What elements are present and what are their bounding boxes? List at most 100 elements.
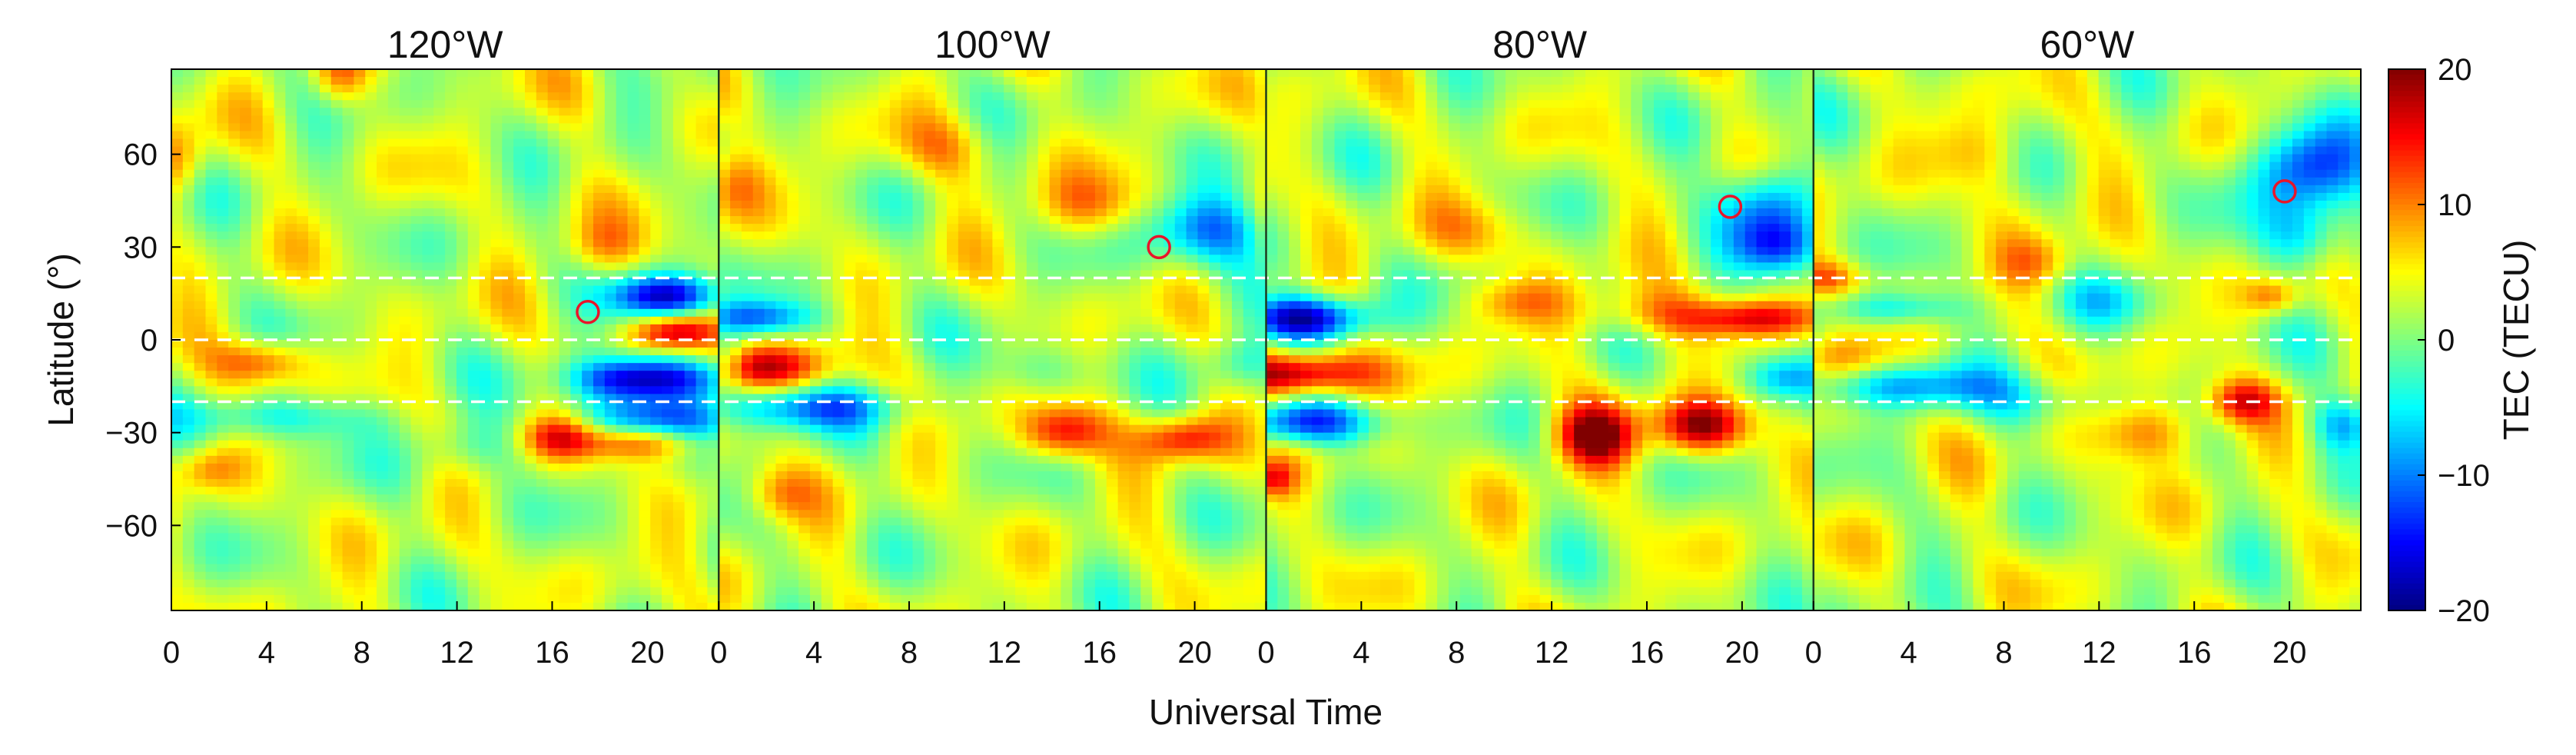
- heatmap-cell: [308, 123, 320, 132]
- heatmap-cell: [524, 394, 537, 403]
- heatmap-cell: [684, 192, 697, 201]
- heatmap-cell: [228, 579, 241, 588]
- heatmap-cell: [958, 138, 971, 148]
- heatmap-cell: [878, 316, 891, 325]
- heatmap-cell: [410, 517, 423, 527]
- heatmap-cell: [901, 533, 914, 542]
- heatmap-cell: [182, 270, 195, 279]
- heatmap-cell: [752, 301, 765, 310]
- heatmap-cell: [878, 340, 891, 348]
- heatmap-cell: [639, 177, 652, 186]
- heatmap-cell: [844, 208, 857, 217]
- heatmap-cell: [867, 394, 879, 403]
- heatmap-cell: [764, 463, 777, 472]
- heatmap-cell: [672, 216, 685, 225]
- heatmap-cell: [821, 556, 834, 565]
- heatmap-cell: [182, 510, 195, 519]
- heatmap-cell: [672, 278, 685, 287]
- heatmap-cell: [274, 138, 287, 148]
- heatmap-cell: [650, 115, 662, 125]
- heatmap-cell: [821, 154, 834, 163]
- heatmap-cell: [707, 154, 720, 163]
- heatmap-cell: [262, 239, 275, 248]
- heatmap-cell: [582, 69, 594, 78]
- heatmap-cell: [798, 564, 811, 573]
- heatmap-cell: [855, 200, 868, 209]
- heatmap-cell: [319, 69, 332, 78]
- heatmap-cell: [319, 479, 332, 487]
- heatmap-cell: [422, 525, 435, 534]
- heatmap-cell: [319, 401, 332, 411]
- heatmap-cell: [889, 556, 902, 565]
- heatmap-cell: [889, 587, 902, 596]
- heatmap-cell: [935, 502, 948, 511]
- heatmap-cell: [274, 231, 287, 241]
- heatmap-cell: [422, 371, 435, 380]
- heatmap-cell: [467, 401, 480, 411]
- heatmap-cell: [171, 471, 184, 480]
- heatmap-cell: [524, 517, 537, 527]
- heatmap-cell: [604, 463, 617, 472]
- heatmap-cell: [342, 123, 355, 132]
- heatmap-cell: [809, 177, 822, 186]
- heatmap-cell: [867, 348, 879, 356]
- heatmap-cell: [205, 239, 218, 248]
- heatmap-cell: [958, 247, 971, 256]
- heatmap-cell: [924, 525, 936, 534]
- heatmap-cell: [775, 169, 788, 178]
- heatmap-cell: [901, 401, 914, 411]
- heatmap-cell: [889, 378, 902, 387]
- heatmap-cell: [490, 471, 503, 480]
- heatmap-cell: [217, 455, 229, 464]
- heatmap-cell: [616, 146, 629, 155]
- heatmap-cell: [855, 324, 868, 333]
- heatmap-cell: [467, 355, 480, 364]
- heatmap-cell: [627, 548, 640, 557]
- heatmap-cell: [684, 154, 697, 163]
- heatmap-cell: [559, 177, 572, 186]
- heatmap-cell: [650, 154, 662, 163]
- heatmap-cell: [832, 548, 845, 557]
- heatmap-cell: [182, 278, 195, 287]
- heatmap-cell: [719, 540, 731, 550]
- heatmap-cell: [639, 169, 652, 178]
- heatmap-cell: [798, 432, 811, 441]
- heatmap-cell: [365, 108, 377, 117]
- heatmap-cell: [182, 131, 195, 140]
- heatmap-cell: [924, 285, 936, 294]
- heatmap-cell: [947, 517, 959, 527]
- heatmap-cell: [205, 316, 218, 325]
- heatmap-cell: [285, 440, 298, 449]
- heatmap-cell: [604, 100, 617, 109]
- heatmap-cell: [445, 409, 457, 418]
- heatmap-cell: [285, 371, 298, 380]
- heatmap-cell: [354, 108, 367, 117]
- heatmap-cell: [228, 254, 241, 264]
- heatmap-cell: [662, 69, 674, 78]
- heatmap-cell: [707, 224, 720, 232]
- heatmap-cell: [844, 579, 857, 588]
- heatmap-cell: [547, 77, 560, 85]
- heatmap-cell: [809, 324, 822, 333]
- heatmap-cell: [285, 564, 298, 573]
- heatmap-cell: [490, 239, 503, 248]
- heatmap-cell: [194, 301, 207, 310]
- heatmap-cell: [182, 394, 195, 403]
- heatmap-cell: [308, 540, 320, 550]
- heatmap-cell: [240, 447, 252, 457]
- heatmap-cell: [182, 331, 195, 341]
- heatmap-cell: [377, 401, 389, 411]
- heatmap-cell: [479, 161, 492, 171]
- heatmap-cell: [410, 502, 423, 511]
- heatmap-cell: [422, 177, 435, 186]
- heatmap-cell: [821, 146, 834, 155]
- heatmap-cell: [502, 301, 514, 310]
- heatmap-cell: [251, 494, 264, 503]
- heatmap-cell: [342, 594, 355, 604]
- heatmap-cell: [604, 363, 617, 372]
- heatmap-cell: [832, 594, 845, 604]
- heatmap-cell: [297, 355, 309, 364]
- heatmap-cell: [524, 424, 537, 434]
- heatmap-cell: [616, 479, 629, 487]
- heatmap-cell: [582, 146, 594, 155]
